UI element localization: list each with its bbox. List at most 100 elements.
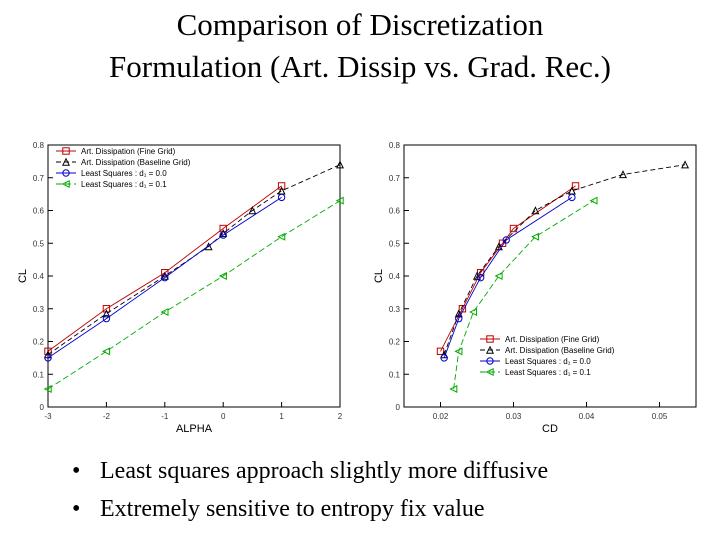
x-tick-label: 0.03 xyxy=(506,412,522,421)
data-point xyxy=(531,232,540,241)
data-point xyxy=(568,193,576,202)
series-line xyxy=(47,185,282,352)
y-tick-label: 0.7 xyxy=(33,174,45,183)
y-tick-label: 0.6 xyxy=(33,207,45,216)
x-axis-label: CD xyxy=(542,423,558,435)
legend-label: Art. Dissipation (Baseline Grid) xyxy=(81,158,191,167)
data-point xyxy=(472,271,482,280)
y-axis-label: CL xyxy=(373,269,385,283)
x-axis-label: ALPHA xyxy=(176,423,213,435)
data-series xyxy=(43,196,344,393)
y-tick-label: 0.7 xyxy=(389,174,401,183)
data-point xyxy=(277,182,286,190)
y-tick-label: 0.3 xyxy=(389,305,401,314)
x-tick-label: 0 xyxy=(221,412,226,421)
data-series xyxy=(440,193,576,362)
data-point xyxy=(102,309,111,318)
legend-label: Art. Dissipation (Fine Grid) xyxy=(505,335,600,344)
series-line xyxy=(47,197,282,359)
data-point xyxy=(455,314,463,323)
data-point xyxy=(494,271,503,281)
bullet-item: • Least squares approach slightly more di… xyxy=(72,452,712,490)
legend: Art. Dissipation (Fine Grid) Art. Dissipa… xyxy=(56,147,191,189)
series-line xyxy=(440,185,576,352)
data-point xyxy=(277,193,286,202)
bullet-text: Least squares approach slightly more dif… xyxy=(100,458,549,484)
cl-vs-cd-chart: 0 0.1 0.2 0.3 0.4 0.5 0.6 0.7 0.8 0.02 0.03 0.04 0.0… xyxy=(373,141,697,435)
data-point xyxy=(102,305,111,313)
data-point xyxy=(469,308,478,317)
data-point xyxy=(44,354,52,362)
title-line-1: Comparison of Discretization xyxy=(176,7,544,42)
legend-label: Least Squares : d₁ = 0.0 xyxy=(81,169,167,178)
data-point xyxy=(277,186,286,195)
y-tick-label: 0.4 xyxy=(389,272,401,281)
x-tick-label: 0.02 xyxy=(433,412,449,421)
data-point xyxy=(567,186,576,195)
data-point xyxy=(277,232,286,241)
bullet-marker: • xyxy=(72,496,81,522)
data-point xyxy=(571,182,580,190)
y-tick-label: 0.1 xyxy=(389,370,401,379)
title-line-2: Formulation (Art. Dissip vs. Grad. Rec.) xyxy=(109,49,611,84)
data-point xyxy=(335,160,345,169)
slide-title: Comparison of Discretization Formulation… xyxy=(0,4,720,88)
y-tick-label: 0.5 xyxy=(33,239,45,248)
data-point xyxy=(61,157,71,166)
data-point xyxy=(485,345,495,354)
charts-area: 0 0.1 0.2 0.3 0.4 0.5 0.6 0.7 0.8 -3 -2 -1 0 1 2 ALPHA C… xyxy=(0,125,720,445)
data-point xyxy=(61,179,70,189)
data-point xyxy=(531,206,540,215)
bullet-text: Extremely sensitive to entropy fix value xyxy=(100,496,485,522)
cl-vs-alpha-chart: 0 0.1 0.2 0.3 0.4 0.5 0.6 0.7 0.8 -3 -2 -1 0 1 2 ALPHA C… xyxy=(17,141,345,435)
x-tick-label: 0.05 xyxy=(652,412,668,421)
data-point xyxy=(476,273,485,282)
series-line xyxy=(453,200,595,390)
data-point xyxy=(440,354,448,362)
legend-label: Least Squares : d₁ = 0.1 xyxy=(505,368,591,377)
x-tick-label: -2 xyxy=(103,412,111,421)
data-point xyxy=(218,271,227,281)
y-tick-label: 0 xyxy=(40,403,45,412)
series-line xyxy=(47,200,341,390)
y-tick-label: 0.3 xyxy=(33,305,45,314)
series-line xyxy=(443,164,686,355)
data-series xyxy=(43,160,345,359)
x-tick-label: -3 xyxy=(44,412,52,421)
legend-label: Least Squares : d₁ = 0.0 xyxy=(505,357,591,366)
y-tick-label: 0.5 xyxy=(389,239,401,248)
bullet-list: • Least squares approach slightly more di… xyxy=(72,452,712,528)
x-tick-label: 2 xyxy=(338,412,343,421)
y-axis-label: CL xyxy=(17,269,29,283)
data-point xyxy=(219,229,228,238)
x-tick-label: 1 xyxy=(279,412,284,421)
data-point xyxy=(589,196,598,205)
legend-label: Least Squares : d₁ = 0.1 xyxy=(81,180,167,189)
data-series xyxy=(44,182,286,356)
y-tick-label: 0.8 xyxy=(389,141,401,150)
data-point xyxy=(618,170,628,179)
data-point xyxy=(486,335,494,343)
data-point xyxy=(681,160,690,169)
data-point xyxy=(454,347,463,356)
y-tick-label: 0 xyxy=(396,403,401,412)
legend: Art. Dissipation (Fine Grid) Art. Dissipa… xyxy=(480,335,615,377)
data-point xyxy=(335,196,344,205)
x-tick-label: 0.04 xyxy=(579,412,595,421)
y-tick-label: 0.6 xyxy=(389,207,401,216)
data-point xyxy=(102,347,111,356)
y-tick-label: 0.8 xyxy=(33,141,45,150)
data-point xyxy=(62,147,70,155)
bullet-marker: • xyxy=(72,458,81,484)
data-point xyxy=(43,384,52,393)
data-series xyxy=(44,193,286,362)
data-series xyxy=(440,160,690,359)
data-point xyxy=(62,169,70,177)
y-tick-label: 0.2 xyxy=(389,338,401,347)
data-series xyxy=(449,196,598,393)
x-tick-label: -1 xyxy=(161,412,169,421)
legend-label: Art. Dissipation (Fine Grid) xyxy=(81,147,176,156)
data-point xyxy=(161,273,169,282)
data-point xyxy=(502,236,510,244)
data-point xyxy=(248,206,257,215)
